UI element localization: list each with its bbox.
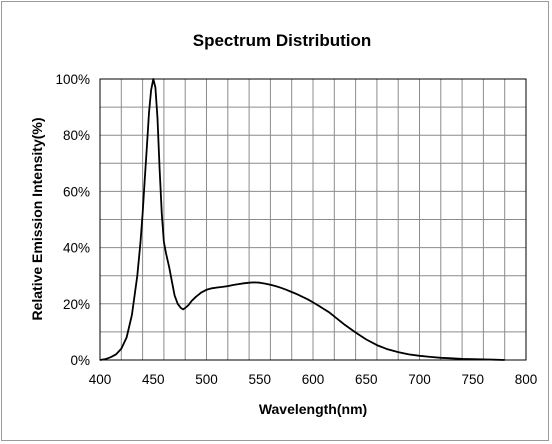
grid [100, 79, 526, 360]
x-tick-label: 600 [302, 372, 325, 387]
y-tick-label: 20% [63, 297, 90, 312]
y-tick-label: 80% [63, 128, 90, 143]
x-tick-label: 550 [248, 372, 271, 387]
chart-title: Spectrum Distribution [193, 31, 372, 50]
x-axis-label: Wavelength(nm) [259, 401, 367, 417]
x-tick-label: 450 [142, 372, 165, 387]
x-tick-label: 400 [89, 372, 112, 387]
x-tick-labels: 400 450 500 550 600 650 700 750 800 [89, 372, 538, 387]
spectrum-chart: Spectrum Distribution 400 450 500 550 600 650… [29, 31, 538, 417]
y-tick-label: 100% [55, 72, 90, 87]
x-tick-label: 700 [408, 372, 431, 387]
y-axis-label: Relative Emission Intensity(%) [29, 117, 45, 320]
x-tick-label: 650 [355, 372, 378, 387]
curve-layer [99, 78, 505, 361]
x-tick-label: 800 [515, 372, 538, 387]
y-tick-labels: 0% 20% 40% 60% 80% 100% [55, 72, 90, 368]
x-tick-label: 500 [195, 372, 218, 387]
y-tick-label: 40% [63, 241, 90, 256]
plot-area-border [99, 78, 527, 361]
y-tick-label: 0% [70, 353, 90, 368]
spectrum-line [99, 78, 505, 361]
x-tick-label: 750 [461, 372, 484, 387]
y-tick-label: 60% [63, 184, 90, 199]
